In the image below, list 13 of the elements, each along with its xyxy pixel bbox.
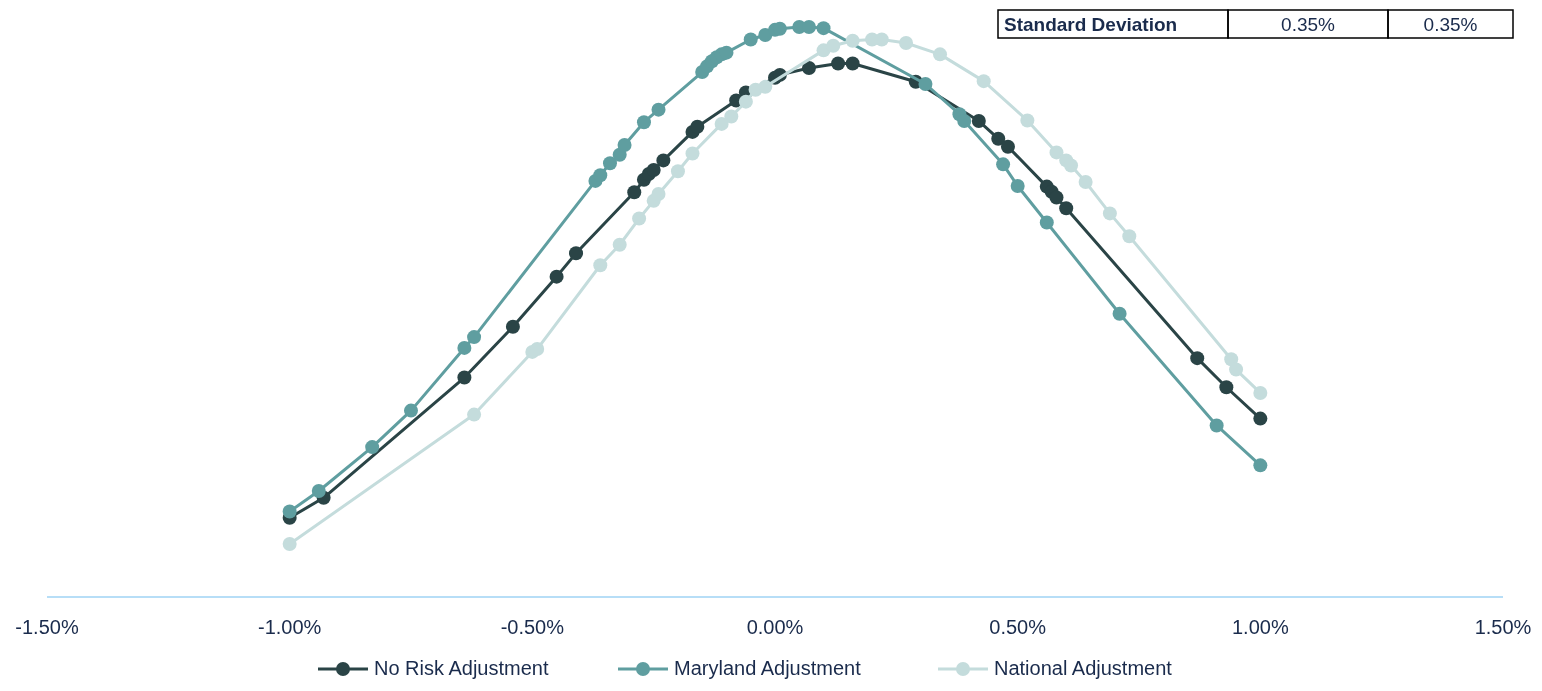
legend-label: Maryland Adjustment: [674, 657, 862, 679]
x-tick-label: 1.00%: [1231, 616, 1289, 638]
x-tick-label: 0.50%: [989, 616, 1047, 638]
annotation: Standard Deviation: [1004, 14, 1178, 35]
x-tick-label: 1.50%: [1474, 616, 1532, 638]
annotation: 0.35%: [1281, 14, 1336, 35]
x-tick-label: -1.50%: [15, 616, 79, 638]
legend-label: National Adjustment: [994, 657, 1173, 679]
annotation: 0.35%: [1423, 14, 1478, 35]
x-tick-label: 0.00%: [746, 616, 804, 638]
x-tick-label: -1.00%: [257, 616, 322, 638]
x-tick-label: -0.50%: [500, 616, 565, 638]
legend-label: No Risk Adjustment: [374, 657, 549, 679]
